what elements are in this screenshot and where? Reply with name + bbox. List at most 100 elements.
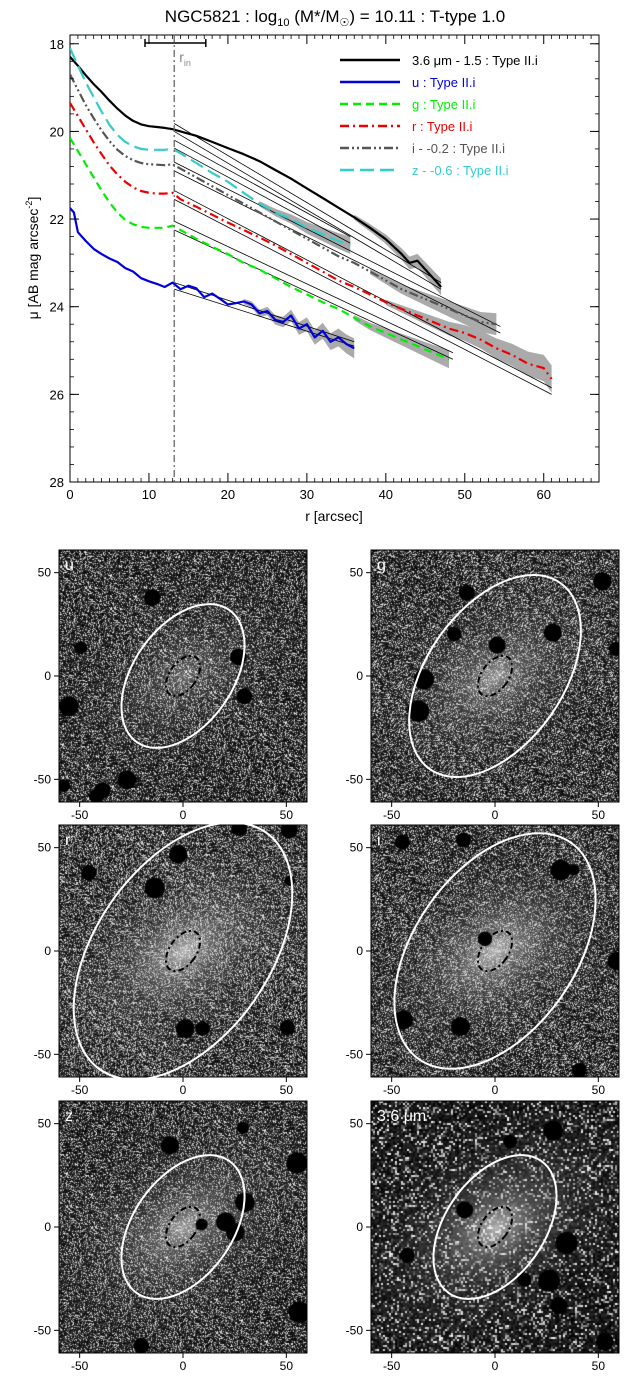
legend-label-u: u : Type II.i — [412, 75, 475, 90]
uncertainty-band-g — [354, 315, 449, 369]
panel-y-tick-label: 0 — [356, 669, 363, 683]
panel-label-u: u — [65, 557, 74, 574]
fit-line-w36 — [174, 123, 442, 283]
panel-y-tick-label: 0 — [44, 944, 51, 958]
panel-x-tick-label: 0 — [492, 1359, 499, 1373]
outer-ellipse-u — [120, 603, 246, 749]
fit-line-u — [174, 288, 355, 347]
inner-ellipse-r — [164, 929, 202, 973]
panel-image-z — [59, 1101, 307, 1353]
y-tick-label: 24 — [50, 300, 64, 315]
y-tick-label: 20 — [50, 124, 64, 139]
image-panel-g: g -50 0 50 -50 0 50 — [346, 549, 620, 822]
image-panel-z: z -50 0 50 -50 0 50 — [34, 1100, 308, 1373]
fit-line-z — [174, 147, 351, 244]
panel-y-tick-label: 0 — [356, 1220, 363, 1234]
panel-label-z: z — [65, 1108, 73, 1125]
plot-frame — [69, 34, 600, 483]
series-line-g — [70, 137, 450, 361]
series-line-i — [70, 73, 497, 326]
uncertainty-band-w36 — [354, 214, 442, 296]
panel-image-w36 — [371, 1101, 619, 1353]
outer-ellipse-g — [408, 574, 582, 778]
fit-line-g — [174, 220, 454, 354]
x-tick-label: 60 — [536, 487, 550, 502]
x-axis-label: r [arcsec] — [305, 508, 363, 524]
image-panel-r: r -50 0 50 -50 0 50 — [34, 821, 308, 1097]
panel-x-tick-label: -50 — [71, 808, 89, 822]
panel-x-tick-label: -50 — [383, 1083, 401, 1097]
legend-label-g: g : Type II.i — [412, 97, 475, 112]
legend-label-r: r : Type II.i — [412, 119, 473, 134]
y-tick-label: 18 — [50, 37, 64, 52]
fit-line-i — [174, 161, 501, 327]
panel-y-tick-label: 50 — [350, 1117, 364, 1131]
r-in-label: rin — [179, 49, 191, 68]
panel-y-tick-label: -50 — [346, 772, 364, 786]
panel-x-tick-label: 0 — [180, 1083, 187, 1097]
chart-title: NGC5821 : log10 (M*/M☉) = 10.11 : T-type… — [165, 7, 505, 29]
legend-label-w36: 3.6 μm - 1.5 : Type II.i — [412, 53, 538, 68]
profile-plot: rin 0 10 20 30 40 50 60 18 20 22 24 26 28 3.6 μm - 1… — [50, 34, 600, 502]
panel-y-tick-label: 50 — [350, 566, 364, 580]
panel-y-tick-label: -50 — [34, 772, 52, 786]
x-tick-label: 50 — [458, 487, 472, 502]
legend-label-z: z - -0.6 : Type II.i — [412, 163, 509, 178]
inner-ellipse-w36 — [476, 1205, 514, 1249]
panel-y-tick-label: -50 — [346, 1047, 364, 1061]
inner-ellipse-z — [164, 1205, 202, 1249]
series-line-w36 — [70, 56, 442, 288]
inner-ellipse-u — [164, 654, 202, 698]
x-tick-label: 20 — [221, 487, 235, 502]
panel-y-tick-label: 50 — [38, 841, 52, 855]
fit-line-w36 — [174, 131, 442, 290]
x-tick-label: 0 — [66, 487, 73, 502]
inner-ellipse-i — [476, 929, 514, 973]
panel-x-tick-label: 0 — [492, 1083, 499, 1097]
image-panel-i: i -50 0 50 -50 0 50 — [346, 824, 620, 1097]
image-panel-u: u -50 0 50 -50 0 50 — [34, 549, 308, 822]
x-tick-label: 10 — [142, 487, 156, 502]
panel-label-i: i — [377, 832, 381, 849]
fit-line-r — [174, 198, 552, 395]
x-tick-label: 30 — [300, 487, 314, 502]
panel-label-r: r — [65, 832, 71, 849]
image-panel-w36: 3.6 μm -50 0 50 -50 0 50 — [346, 1100, 620, 1373]
fit-line-i — [174, 170, 501, 334]
panel-x-tick-label: 50 — [592, 1083, 606, 1097]
outer-ellipse-r — [72, 821, 294, 1081]
legend-label-i: i - -0.2 : Type II.i — [412, 141, 505, 156]
panel-label-g: g — [377, 557, 386, 574]
panel-y-tick-label: 50 — [350, 841, 364, 855]
panel-y-tick-label: -50 — [34, 1047, 52, 1061]
fit-line-z — [174, 139, 351, 237]
panel-y-tick-label: 0 — [356, 944, 363, 958]
panel-x-tick-label: 50 — [280, 1359, 294, 1373]
panel-x-tick-label: 0 — [180, 808, 187, 822]
panel-y-tick-label: 50 — [38, 1117, 52, 1131]
panel-x-tick-label: 0 — [492, 808, 499, 822]
x-tick-label: 40 — [379, 487, 393, 502]
outer-ellipse-i — [393, 832, 597, 1070]
panel-x-tick-label: -50 — [383, 1359, 401, 1373]
panel-image-r — [59, 825, 307, 1077]
y-axis-label: μ [AB mag arcsec-2] — [24, 197, 41, 320]
panel-image-i — [371, 825, 619, 1077]
series-line-r — [70, 102, 553, 380]
series-line-z — [70, 47, 351, 247]
panel-x-tick-label: 50 — [592, 1359, 606, 1373]
panel-y-tick-label: -50 — [34, 1323, 52, 1337]
inner-ellipse-g — [476, 654, 514, 698]
series-line-u — [70, 207, 355, 350]
panel-y-tick-label: 0 — [44, 669, 51, 683]
y-tick-label: 28 — [50, 475, 64, 490]
fit-line-g — [174, 229, 454, 360]
panel-x-tick-label: 50 — [592, 808, 606, 822]
y-tick-label: 22 — [50, 212, 64, 227]
panel-label-w36: 3.6 μm — [377, 1108, 426, 1125]
panel-x-tick-label: 50 — [280, 808, 294, 822]
panel-y-tick-label: 0 — [44, 1220, 51, 1234]
panel-image-u — [59, 550, 307, 802]
panel-y-tick-label: 50 — [38, 566, 52, 580]
